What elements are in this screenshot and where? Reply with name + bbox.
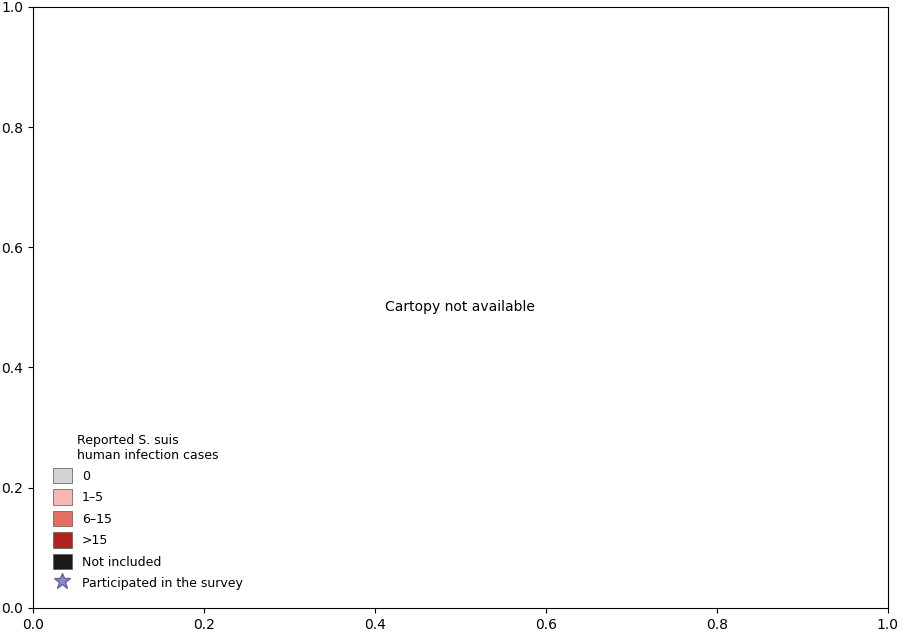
Text: Cartopy not available: Cartopy not available (385, 301, 536, 315)
Legend: 0, 1–5, 6–15, >15, Not included, Participated in the survey: 0, 1–5, 6–15, >15, Not included, Partici… (48, 429, 248, 596)
